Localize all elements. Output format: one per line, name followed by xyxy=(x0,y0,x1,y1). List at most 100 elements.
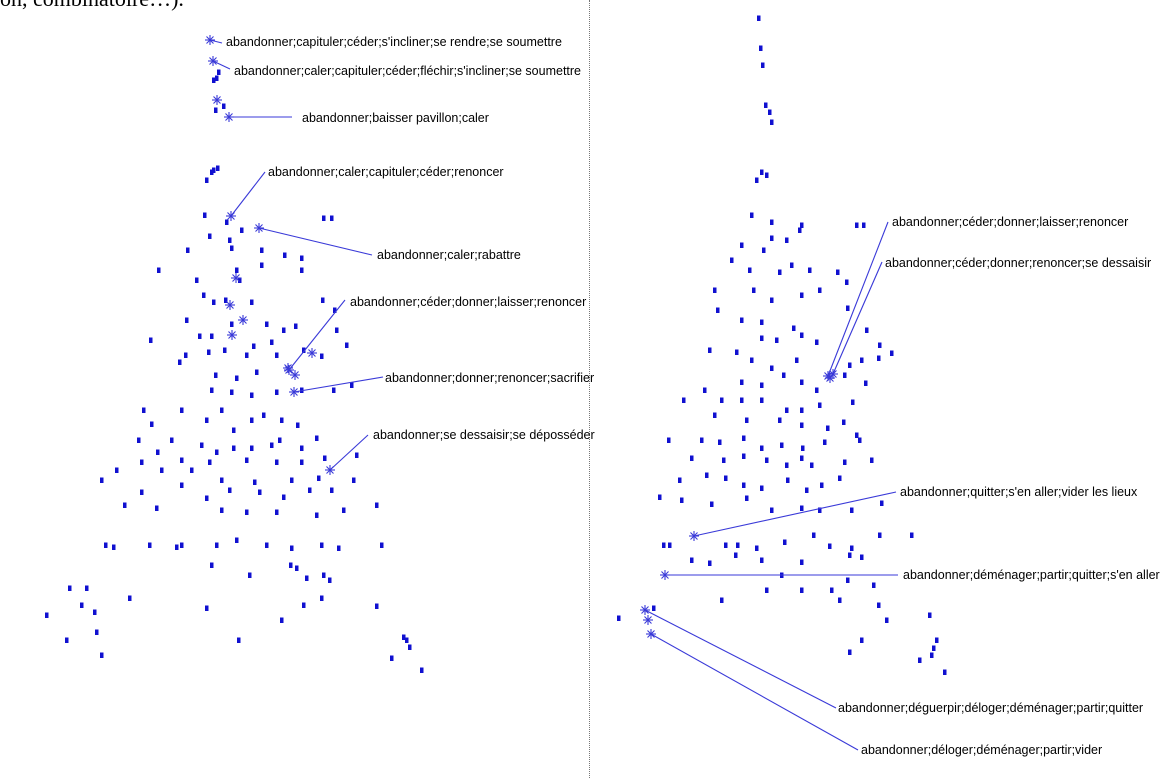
data-point xyxy=(237,637,241,643)
data-point xyxy=(745,495,749,501)
data-point xyxy=(240,227,244,233)
data-point xyxy=(180,542,184,548)
data-point xyxy=(718,439,722,445)
data-point xyxy=(248,572,252,578)
data-point xyxy=(275,509,279,515)
data-point xyxy=(770,365,774,371)
data-point xyxy=(335,327,339,333)
data-point xyxy=(851,399,855,405)
data-point xyxy=(808,267,812,273)
data-point xyxy=(380,542,384,548)
data-point xyxy=(224,297,228,303)
data-point xyxy=(928,612,932,618)
data-point xyxy=(205,495,209,501)
data-point xyxy=(198,333,202,339)
leader-line xyxy=(230,171,266,217)
leader-line xyxy=(827,221,889,377)
data-point xyxy=(265,321,269,327)
data-point xyxy=(815,387,819,393)
data-point xyxy=(765,457,769,463)
annotation-label: abandonner;se dessaisir;se déposséder xyxy=(373,428,595,442)
data-point xyxy=(878,532,882,538)
data-point xyxy=(253,479,257,485)
data-point xyxy=(800,455,804,461)
data-point xyxy=(375,502,379,508)
leader-line xyxy=(209,39,223,44)
data-point xyxy=(770,219,774,225)
data-point xyxy=(302,602,306,608)
data-point xyxy=(798,227,802,233)
data-point xyxy=(205,177,209,183)
data-point xyxy=(283,252,287,258)
data-point xyxy=(345,342,349,348)
data-point xyxy=(662,542,666,548)
data-point xyxy=(205,605,209,611)
data-point xyxy=(180,457,184,463)
data-point xyxy=(216,165,220,171)
annotation-label: abandonner;caler;capituler;céder;renonce… xyxy=(268,165,504,179)
annotation-label: abandonner;quitter;s'en aller;vider les … xyxy=(900,485,1138,499)
data-point xyxy=(710,501,714,507)
data-point xyxy=(761,62,765,68)
asterisk-marker xyxy=(643,615,653,625)
data-point xyxy=(790,262,794,268)
data-point xyxy=(815,339,819,345)
data-point xyxy=(352,477,356,483)
data-point xyxy=(770,507,774,513)
panel-divider xyxy=(589,0,590,778)
data-point xyxy=(255,369,259,375)
leader-line xyxy=(258,227,373,256)
data-point xyxy=(275,389,279,395)
annotation-label: abandonner;caler;capituler;céder;fléchir… xyxy=(234,64,581,78)
asterisk-marker xyxy=(231,273,241,283)
data-point xyxy=(294,323,298,329)
annotation-label: abandonner;donner;renoncer;sacrifier xyxy=(385,371,594,385)
data-point xyxy=(232,445,236,451)
data-point xyxy=(315,435,319,441)
data-point xyxy=(320,595,324,601)
data-point xyxy=(332,387,336,393)
data-point xyxy=(280,617,284,623)
data-point xyxy=(212,299,216,305)
asterisk-marker xyxy=(225,300,235,310)
data-point xyxy=(783,539,787,545)
data-point xyxy=(862,222,866,228)
data-point xyxy=(223,347,227,353)
data-point xyxy=(823,439,827,445)
data-point xyxy=(222,103,226,109)
data-point xyxy=(770,235,774,241)
annotation-label: abandonner;céder;donner;laisser;renoncer xyxy=(350,295,586,309)
data-point xyxy=(250,392,254,398)
data-point xyxy=(402,634,406,640)
data-point xyxy=(208,233,212,239)
data-point xyxy=(652,605,656,611)
data-point xyxy=(764,102,768,108)
annotation-label: abandonner;céder;donner;renoncer;se dess… xyxy=(885,256,1151,270)
data-point xyxy=(203,212,207,218)
data-point xyxy=(235,375,239,381)
data-point xyxy=(720,397,724,403)
data-point xyxy=(214,107,218,113)
data-point xyxy=(800,292,804,298)
data-point xyxy=(175,544,179,550)
data-point xyxy=(870,457,874,463)
data-point xyxy=(848,649,852,655)
data-point xyxy=(270,339,274,345)
data-point xyxy=(185,317,189,323)
data-point xyxy=(885,617,889,623)
data-point xyxy=(250,299,254,305)
data-point xyxy=(858,437,862,443)
data-point xyxy=(848,552,852,558)
data-point xyxy=(678,477,682,483)
data-point xyxy=(703,387,707,393)
data-point xyxy=(322,215,326,221)
data-point xyxy=(780,442,784,448)
data-point xyxy=(713,412,717,418)
data-point xyxy=(128,595,132,601)
data-point xyxy=(68,585,72,591)
data-point xyxy=(217,69,221,75)
data-point xyxy=(215,449,219,455)
data-point xyxy=(321,297,325,303)
annotation-label: abandonner;capituler;céder;s'incliner;se… xyxy=(226,35,562,49)
data-point xyxy=(195,277,199,283)
